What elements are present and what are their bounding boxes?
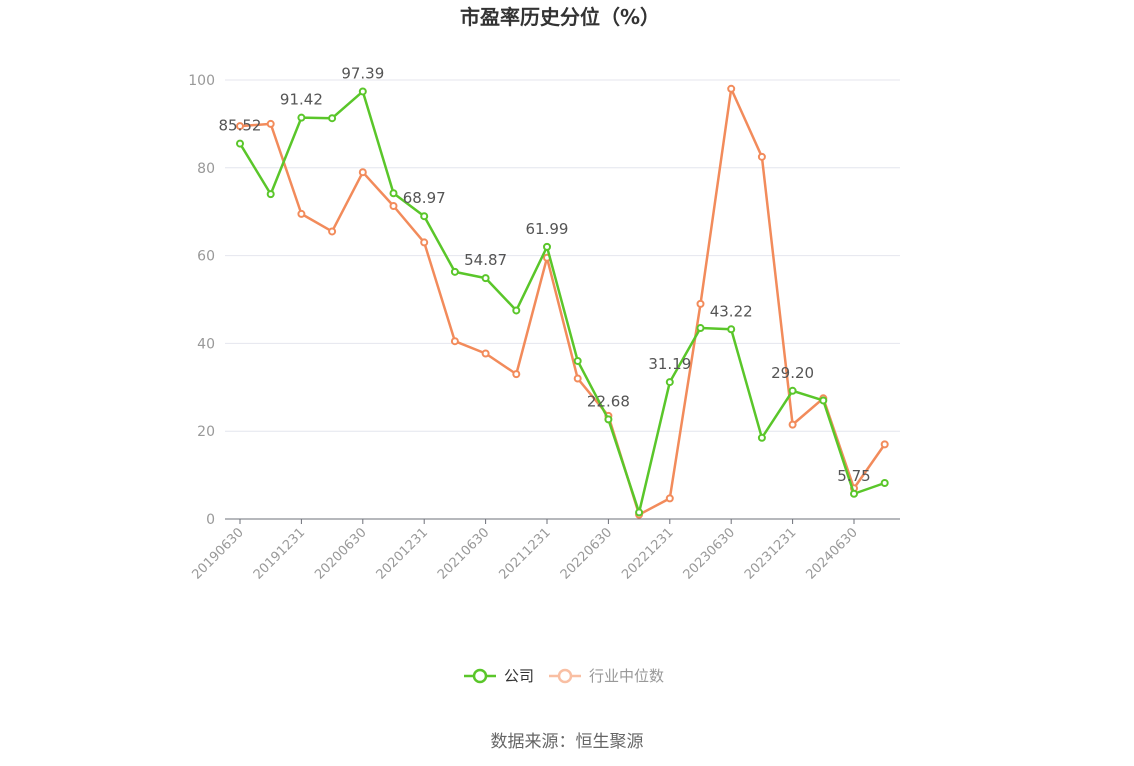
series-0-point[interactable] xyxy=(450,267,459,276)
data-label: 61.99 xyxy=(526,220,569,238)
y-tick-label: 40 xyxy=(197,336,215,352)
data-label: 91.42 xyxy=(280,91,323,109)
series-1-point[interactable] xyxy=(328,227,337,236)
series-1-point[interactable] xyxy=(880,440,889,449)
data-label: 54.87 xyxy=(464,251,507,269)
series-0-point[interactable] xyxy=(727,325,736,334)
y-tick-label: 100 xyxy=(188,73,215,89)
x-tick-label: 20221231 xyxy=(619,525,676,582)
x-tick-label: 20230630 xyxy=(681,525,738,582)
series-0-point[interactable] xyxy=(573,356,582,365)
data-label: 5.75 xyxy=(837,467,870,485)
data-label: 85.52 xyxy=(219,117,262,135)
series-1-point[interactable] xyxy=(757,152,766,161)
series-0-point[interactable] xyxy=(512,306,521,315)
x-tick-label: 20200630 xyxy=(312,525,369,582)
series-1-point[interactable] xyxy=(696,299,705,308)
series-1-point[interactable] xyxy=(788,420,797,429)
series-1-point[interactable] xyxy=(727,84,736,93)
series-0-point[interactable] xyxy=(604,415,613,424)
x-tick-label: 20240630 xyxy=(803,525,860,582)
series-0-point[interactable] xyxy=(850,489,858,498)
x-tick-label: 20210630 xyxy=(435,525,492,582)
legend-marker-0[interactable] xyxy=(472,668,488,684)
x-tick-label: 20190630 xyxy=(189,525,246,582)
data-label: 97.39 xyxy=(341,64,384,82)
series-0-point[interactable] xyxy=(358,87,367,96)
y-tick-label: 20 xyxy=(197,424,215,440)
series-1-point[interactable] xyxy=(450,337,459,346)
series-0-point[interactable] xyxy=(880,479,889,488)
y-tick-label: 60 xyxy=(197,249,215,265)
series-1-point[interactable] xyxy=(512,370,521,379)
series-0-point[interactable] xyxy=(543,242,551,251)
series-1-point[interactable] xyxy=(358,168,367,177)
series-0-point[interactable] xyxy=(236,139,244,148)
data-label: 22.68 xyxy=(587,392,630,410)
data-labels: 85.52 91.42 97.39 68.97 54.87 61.99 22.68 31.19… xyxy=(219,64,871,484)
series-1-point[interactable] xyxy=(481,349,490,358)
series-line-0 xyxy=(238,90,886,514)
legend-label-1[interactable]: 行业中位数 xyxy=(589,667,664,685)
series-line-1 xyxy=(239,87,886,516)
series-0-point[interactable] xyxy=(635,508,644,517)
data-label: 68.97 xyxy=(403,189,446,207)
series-1-point[interactable] xyxy=(297,209,306,218)
series-group xyxy=(236,84,889,519)
series-0-point[interactable] xyxy=(757,433,766,442)
series-0-point[interactable] xyxy=(389,189,398,198)
series-0-point[interactable] xyxy=(328,114,337,123)
series-0-point[interactable] xyxy=(819,396,828,405)
data-label: 43.22 xyxy=(710,302,753,320)
source-note: 数据来源：恒生聚源 xyxy=(491,732,644,752)
x-tick-label: 20211231 xyxy=(496,525,553,582)
data-label: 31.19 xyxy=(648,355,691,373)
x-tick-label: 20201231 xyxy=(374,525,431,582)
series-1-point[interactable] xyxy=(236,122,244,131)
x-tick-label: 20191231 xyxy=(251,525,308,582)
grid-lines xyxy=(225,79,900,432)
series-1-point[interactable] xyxy=(665,494,674,503)
y-tick-label: 80 xyxy=(197,161,215,177)
series-1-point[interactable] xyxy=(389,201,398,210)
x-axis: 20190630 20191231 20200630 20201231 20210630… xyxy=(189,518,900,583)
series-0-point[interactable] xyxy=(266,190,275,199)
series-1-point[interactable] xyxy=(420,238,429,247)
series-0-point[interactable] xyxy=(696,324,705,333)
chart-title: 市盈率历史分位（%） xyxy=(460,5,660,29)
x-tick-label: 20220630 xyxy=(558,525,615,582)
series-0-point[interactable] xyxy=(788,386,797,395)
legend[interactable]: 公司 行业中位数 xyxy=(464,667,664,685)
series-1-point[interactable] xyxy=(573,374,582,383)
y-axis: 0 20 40 60 80 100 xyxy=(188,73,215,528)
legend-label-0[interactable]: 公司 xyxy=(504,667,534,685)
x-tick-label: 20231231 xyxy=(742,525,799,582)
series-0-point[interactable] xyxy=(420,212,429,221)
data-label: 29.20 xyxy=(771,364,814,382)
series-1-point[interactable] xyxy=(266,119,275,128)
series-0-point[interactable] xyxy=(481,274,490,283)
y-tick-label: 0 xyxy=(206,512,215,528)
series-0-point[interactable] xyxy=(665,378,674,387)
series-0-point[interactable] xyxy=(297,113,306,122)
legend-marker-1[interactable] xyxy=(557,668,573,684)
